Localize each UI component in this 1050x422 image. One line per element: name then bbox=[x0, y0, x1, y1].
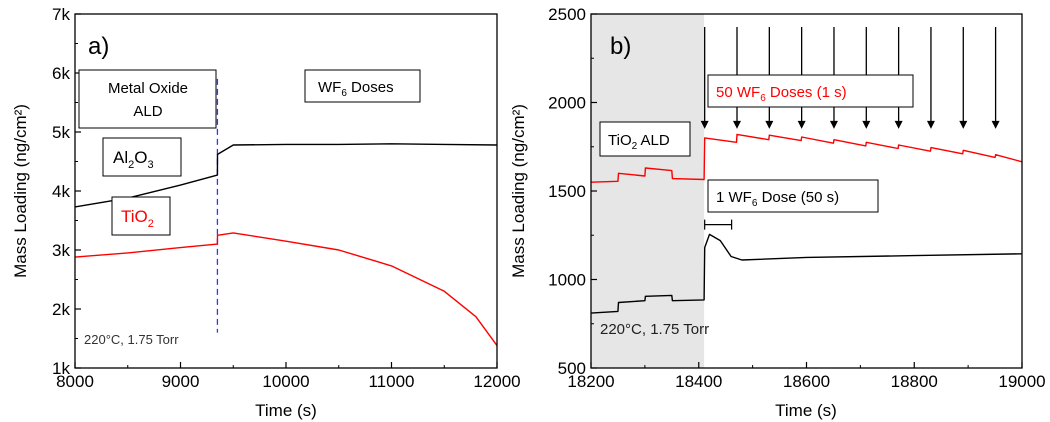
panel-b: 18200 18400 18600 18800 19000 500 1000 1500 2000… bbox=[509, 5, 1046, 420]
tio2-ald-label: TiO2 ALD bbox=[608, 132, 670, 152]
one-dose-box bbox=[707, 179, 879, 213]
al2o3-label: Al2O3 bbox=[113, 148, 154, 171]
dose-duration-bracket bbox=[704, 219, 733, 230]
fifty-doses-label: 50 WF6 Doses (1 s) bbox=[716, 84, 847, 104]
panel-b-ytick-label: 500 bbox=[558, 359, 586, 378]
wf6-doses-label-a: WF6 Doses bbox=[318, 79, 394, 99]
metal-oxide-line1: Metal Oxide bbox=[108, 80, 188, 97]
panel-a-xtick-label: 10000 bbox=[262, 372, 309, 391]
metal-oxide-ald-box bbox=[78, 69, 217, 129]
dose-arrow bbox=[700, 27, 709, 129]
fifty-doses-box bbox=[707, 74, 914, 108]
panel-a-label: a) bbox=[88, 33, 109, 60]
dose-arrow bbox=[991, 27, 1000, 129]
panel-b-ytick-label: 1000 bbox=[548, 271, 586, 290]
panel-a-ytick-label: 4k bbox=[52, 182, 70, 201]
panel-b-xtick-label: 18600 bbox=[783, 372, 830, 391]
shaded-ald-region bbox=[591, 14, 705, 368]
metal-oxide-line2: ALD bbox=[133, 103, 162, 120]
tio2-label-box bbox=[111, 196, 171, 236]
panel-a-ylabel: Mass Loading (ng/cm²) bbox=[11, 104, 30, 278]
wf6-doses-box-a bbox=[304, 69, 421, 103]
panel-b-ytick-label: 1500 bbox=[548, 182, 586, 201]
panel-a-ytick-label: 5k bbox=[52, 123, 70, 142]
tio2-ald-box bbox=[599, 121, 691, 157]
panel-a-ytick-label: 7k bbox=[52, 5, 70, 24]
panel-a-xtick-label: 9000 bbox=[162, 372, 200, 391]
dose-arrow bbox=[926, 27, 935, 129]
panel-a-ytick-label: 1k bbox=[52, 359, 70, 378]
panel-a-marks bbox=[74, 78, 498, 347]
panel-b-series-1 bbox=[590, 233, 1023, 314]
panel-b-xlabel: Time (s) bbox=[775, 401, 837, 420]
tio2-label: TiO2 bbox=[121, 207, 154, 230]
panel-b-ticks: 18200 18400 18600 18800 19000 500 1000 1500 2000… bbox=[548, 5, 1045, 391]
panel-a-series-1 bbox=[74, 232, 498, 347]
panel-a-xlabel: Time (s) bbox=[255, 401, 317, 420]
panel-a-ticks: 8000 9000 10000 11000 12000 1k 2k 3k 4k 5k 6k 7k bbox=[52, 5, 521, 391]
panel-a-xtick-label: 8000 bbox=[56, 372, 94, 391]
panel-b-conditions: 220°C, 1.75 Torr bbox=[600, 321, 709, 338]
panel-a-ytick-label: 2k bbox=[52, 300, 70, 319]
panel-b-xtick-label: 18400 bbox=[675, 372, 722, 391]
panel-b-ylabel: Mass Loading (ng/cm²) bbox=[509, 104, 528, 278]
one-dose-label: 1 WF6 Dose (50 s) bbox=[716, 189, 839, 209]
panel-b-ytick-label: 2000 bbox=[548, 94, 586, 113]
panel-a-ytick-label: 3k bbox=[52, 241, 70, 260]
panel-b-label: b) bbox=[610, 33, 631, 60]
panel-b-xtick-label: 18800 bbox=[891, 372, 938, 391]
panel-a-ytick-label: 6k bbox=[52, 64, 70, 83]
panel-a: 8000 9000 10000 11000 12000 1k 2k 3k 4k 5k 6k 7k Ti… bbox=[11, 5, 521, 420]
al2o3-label-box bbox=[102, 137, 182, 177]
panel-a-xtick-label: 12000 bbox=[473, 372, 520, 391]
panel-b-ytick-label: 2500 bbox=[548, 5, 586, 24]
panel-b-xtick-label: 19000 bbox=[998, 372, 1045, 391]
panel-b-series-0 bbox=[590, 133, 1023, 183]
panel-a-conditions: 220°C, 1.75 Torr bbox=[84, 332, 179, 347]
panel-a-series-0 bbox=[74, 143, 498, 208]
panel-a-xtick-label: 11000 bbox=[368, 372, 414, 391]
panel-b-xtick-label: 18200 bbox=[567, 372, 614, 391]
panel-a-frame bbox=[74, 13, 498, 369]
dose-arrow bbox=[959, 27, 968, 129]
